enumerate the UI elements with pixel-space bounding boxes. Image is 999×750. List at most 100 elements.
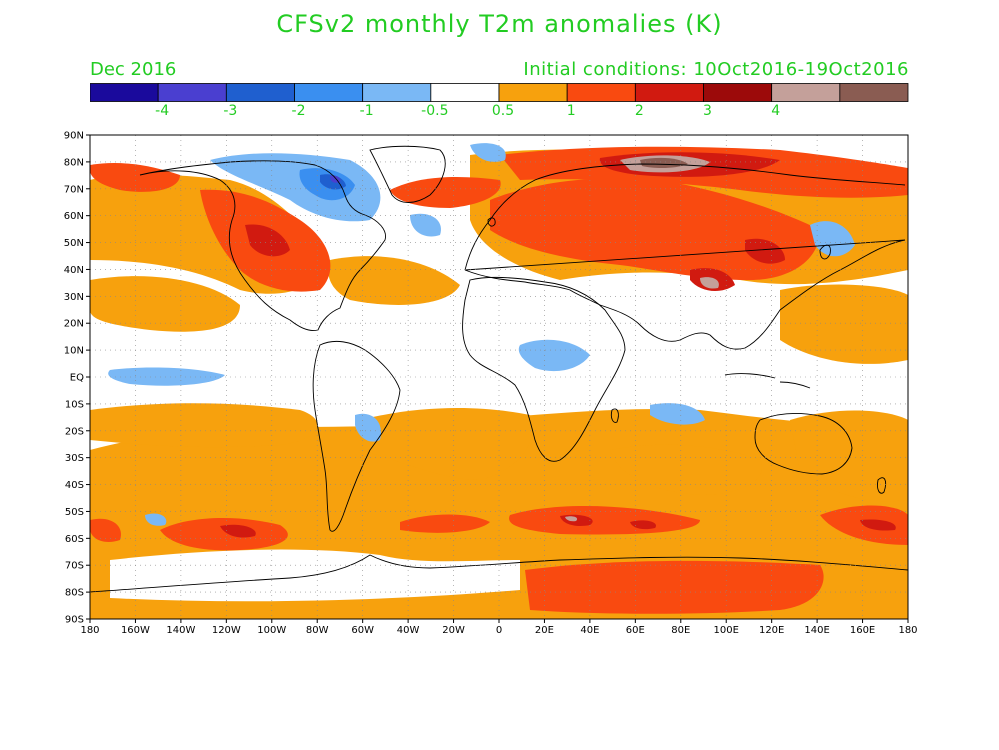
north-atlantic-cold	[410, 213, 441, 237]
east-antarctica-warm	[525, 560, 824, 614]
southern-darkred-4	[860, 519, 896, 531]
east-pacific-cold	[108, 367, 225, 386]
colorbar-swatch	[225, 83, 295, 102]
coastlines	[90, 145, 908, 593]
north-america-darkred	[245, 224, 290, 257]
lon-tick-label: 40E	[580, 625, 599, 636]
colorbar-label: -0.5	[421, 103, 449, 119]
lat-tick-label: 60N	[64, 211, 84, 222]
lat-tick-label: 20N	[64, 319, 84, 330]
south-america-cold	[355, 413, 381, 442]
lat-tick-label: 30N	[64, 292, 84, 303]
coast-australia	[754, 412, 853, 475]
colorbar	[90, 83, 909, 102]
colorbar-swatch	[771, 83, 841, 102]
coast-eurasia	[464, 163, 906, 350]
lon-tick-label: 140W	[166, 625, 195, 636]
initial-conditions-label: Initial conditions: 10Oct2016-19Oct2016	[523, 59, 909, 80]
lat-tick-label: 30S	[65, 453, 84, 464]
coast-north-america	[139, 160, 386, 331]
coast-africa	[462, 276, 626, 462]
colorbar-swatch	[430, 83, 500, 102]
lat-tick-label: 40S	[65, 480, 84, 491]
lon-tick-label: 100W	[257, 625, 286, 636]
eurasia-red	[490, 178, 820, 280]
lat-tick-label: 60S	[65, 534, 84, 545]
colorbar-swatch	[703, 83, 773, 102]
lat-tick-label: 80S	[65, 588, 84, 599]
colorbar-label: -2	[291, 103, 306, 119]
gridlines	[90, 135, 908, 619]
lon-tick-label: 100E	[714, 625, 739, 636]
lon-tick-label: 140E	[804, 625, 829, 636]
coast-madagascar	[610, 408, 619, 423]
south-pacific-cold	[145, 513, 167, 526]
colorbar-label: -3	[223, 103, 238, 119]
map-plot-area	[90, 135, 908, 619]
lon-tick-label: 60E	[626, 625, 645, 636]
coast-antarctica	[90, 554, 908, 593]
lon-tick-label: 0	[496, 625, 502, 636]
greenland-canada-cold	[210, 153, 381, 222]
lat-tick-label: 70N	[64, 184, 84, 195]
north-atlantic-red	[390, 177, 501, 208]
anomaly-fields	[90, 143, 908, 619]
lat-tick-label: 90S	[65, 615, 84, 626]
colorbar-swatch	[634, 83, 704, 102]
lon-tick-label: 180	[80, 625, 99, 636]
colorbar-swatch	[90, 83, 159, 102]
lon-tick-label: 120W	[212, 625, 241, 636]
tibet-brown	[700, 277, 719, 289]
colorbar-swatch	[157, 83, 227, 102]
latitude-ticks: 90N 80N 70N 60N 50N 40N 30N 20N 10N EQ 10S 20S 30S 40…	[64, 131, 90, 626]
lon-tick-label: 20W	[442, 625, 465, 636]
valid-month-label: Dec 2016	[90, 59, 177, 80]
lat-tick-label: 50N	[64, 238, 84, 249]
anomaly-map: 90N 80N 70N 60N 50N 40N 30N 20N 10N EQ 10S 20S 30S 40…	[64, 131, 918, 637]
arctic-ocean-cold	[470, 143, 506, 162]
southern-red-patch-2	[400, 514, 490, 533]
alaska-red	[90, 163, 180, 192]
lat-tick-label: 50S	[65, 507, 84, 518]
coast-greenland	[369, 145, 446, 203]
lat-tick-label: 10N	[64, 346, 84, 357]
lon-tick-label: 60W	[351, 625, 374, 636]
coast-new-zealand	[877, 477, 887, 494]
lat-tick-label: 20S	[65, 426, 84, 437]
colorbar-swatch	[498, 83, 568, 102]
southern-darkred-3	[630, 520, 656, 530]
southern-red-patch-1	[160, 518, 288, 551]
lat-tick-label: 40N	[64, 265, 84, 276]
colorbar-label: 0.5	[491, 103, 515, 119]
colorbar-swatch	[839, 83, 909, 102]
south-pacific-warm	[90, 403, 318, 448]
west-pacific-warm	[780, 284, 908, 364]
lon-tick-label: 40W	[397, 625, 420, 636]
lon-tick-label: 120E	[759, 625, 784, 636]
coast-indonesia	[724, 373, 811, 389]
map-title: CFSv2 monthly T2m anomalies (K)	[276, 10, 723, 38]
lon-tick-label: 180	[898, 625, 917, 636]
longitude-ticks: 180 160W 140W 120W 100W 80W 60W 40W 20W 0 20E 40E 60…	[80, 619, 918, 636]
lat-tick-label: 70S	[65, 561, 84, 572]
colorbar-label: 3	[703, 103, 712, 119]
indian-ocean-warm	[610, 444, 762, 495]
south-atlantic-warm	[360, 408, 533, 480]
coast-south-america	[312, 340, 401, 532]
lon-tick-label: 20E	[535, 625, 554, 636]
east-asia-cold	[810, 221, 855, 257]
siberia-darkbrown	[640, 157, 688, 169]
lon-tick-label: 160E	[850, 625, 875, 636]
lat-tick-label: 10S	[65, 399, 84, 410]
indian-ocean-cold	[650, 403, 705, 425]
colorbar-label: 1	[566, 103, 576, 119]
colorbar-swatch	[566, 83, 636, 102]
lat-tick-label: 80N	[64, 157, 84, 168]
south-west-pacific-warm	[790, 410, 908, 502]
colorbar-swatch	[362, 83, 432, 102]
southern-darkred-1	[220, 524, 256, 538]
colorbar-labels: -4 -3 -2 -1 -0.5 0.5 1 2 3 4	[0, 103, 999, 123]
east-asia-darkred	[745, 238, 785, 264]
lat-tick-label: 90N	[64, 131, 84, 142]
colorbar-label: -1	[359, 103, 374, 119]
